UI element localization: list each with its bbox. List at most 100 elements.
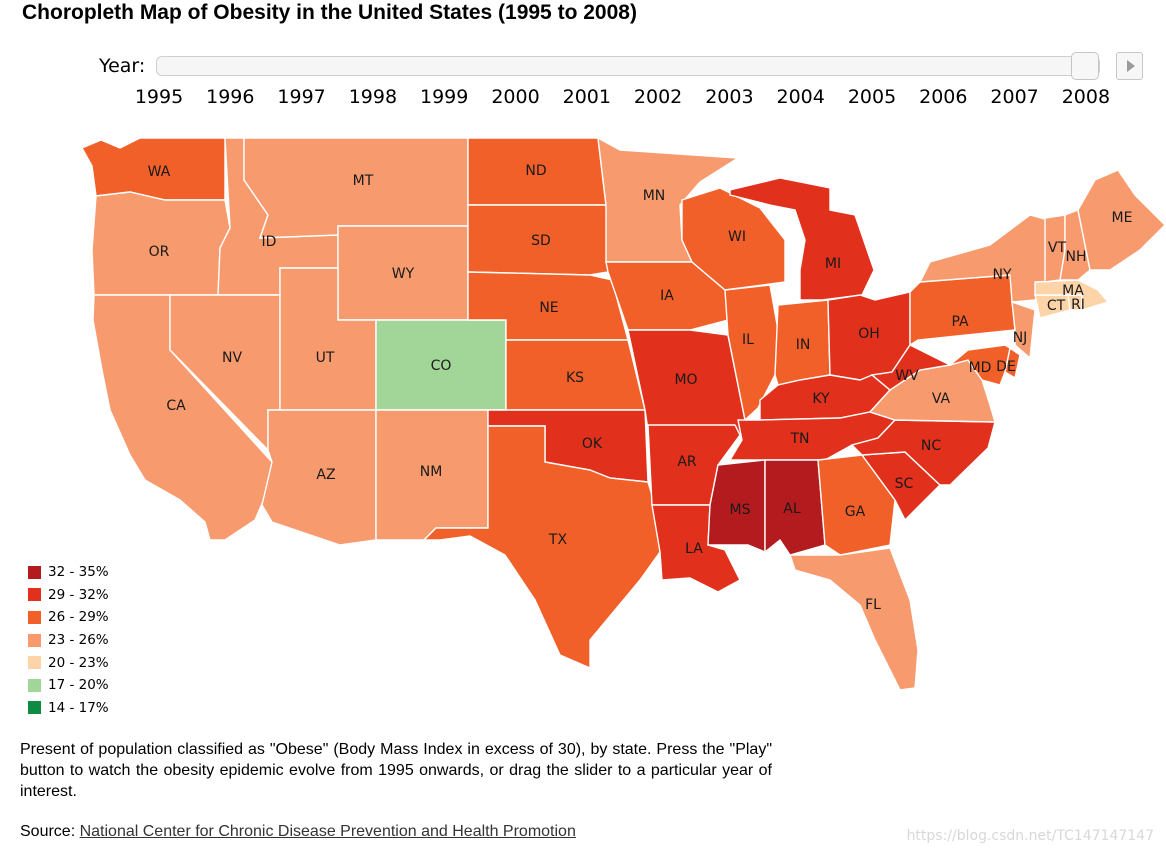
state-label-ms: MS <box>730 502 751 518</box>
state-label-nd: ND <box>525 163 546 179</box>
state-label-ne: NE <box>539 300 558 316</box>
legend-swatch <box>28 678 41 692</box>
page-title: Choropleth Map of Obesity in the United … <box>22 1 637 24</box>
year-tick-2005[interactable]: 2005 <box>847 86 897 108</box>
year-label: Year: <box>99 55 146 77</box>
year-slider-handle[interactable] <box>1070 52 1099 80</box>
year-tick-2002[interactable]: 2002 <box>633 86 683 108</box>
state-sd[interactable] <box>467 204 609 276</box>
state-label-fl: FL <box>865 597 881 613</box>
state-mn[interactable] <box>597 136 741 263</box>
year-slider-track[interactable] <box>156 56 1100 76</box>
state-il[interactable] <box>724 284 779 422</box>
state-wv[interactable] <box>870 344 953 391</box>
state-label-ri: RI <box>1071 297 1085 313</box>
legend-item: 29 - 32% <box>28 584 109 607</box>
legend-label: 29 - 32% <box>48 586 109 603</box>
state-label-ct: CT <box>1047 298 1066 314</box>
year-tick-2004[interactable]: 2004 <box>776 86 825 108</box>
legend-swatch <box>28 701 41 715</box>
state-label-la: LA <box>685 541 703 557</box>
state-label-sd: SD <box>531 233 551 249</box>
state-label-sc: SC <box>895 476 914 492</box>
watermark: https://blog.csdn.net/TC147147147 <box>906 828 1154 844</box>
state-pa[interactable] <box>909 274 1016 347</box>
source-line: Source: National Center for Chronic Dise… <box>20 823 576 841</box>
legend-label: 23 - 26% <box>48 632 109 649</box>
state-md[interactable] <box>949 344 1011 386</box>
state-label-ia: IA <box>660 288 674 304</box>
state-label-nv: NV <box>222 350 242 366</box>
state-label-ma: MA <box>1062 283 1084 299</box>
state-nj[interactable] <box>1011 300 1036 360</box>
legend-swatch <box>28 588 41 602</box>
year-tick-2008[interactable]: 2008 <box>1061 86 1111 108</box>
legend-label: 20 - 23% <box>48 654 109 671</box>
source-prefix: Source: <box>20 823 80 840</box>
legend-label: 32 - 35% <box>48 564 109 581</box>
year-tick-2001[interactable]: 2001 <box>562 86 611 108</box>
year-tick-1996[interactable]: 1996 <box>206 86 255 108</box>
state-label-wv: WV <box>895 368 919 384</box>
state-label-ny: NY <box>992 267 1011 283</box>
state-label-ut: UT <box>316 350 335 366</box>
legend-item: 14 - 17% <box>28 697 109 720</box>
state-fl[interactable] <box>789 547 919 691</box>
state-ma[interactable] <box>1034 279 1110 311</box>
year-tick-1997[interactable]: 1997 <box>277 86 326 108</box>
state-label-mn: MN <box>643 188 666 204</box>
legend-swatch <box>28 610 41 624</box>
state-nc[interactable] <box>850 419 996 486</box>
state-tx[interactable] <box>422 425 661 670</box>
state-label-az: AZ <box>316 467 335 483</box>
state-me[interactable] <box>1077 169 1166 271</box>
legend-label: 17 - 20% <box>48 677 109 694</box>
legend-label: 14 - 17% <box>48 699 109 716</box>
state-label-co: CO <box>431 358 452 374</box>
state-ca[interactable] <box>92 294 273 541</box>
state-label-pa: PA <box>951 314 969 330</box>
state-label-tx: TX <box>548 532 568 548</box>
legend-item: 32 - 35% <box>28 561 109 584</box>
state-label-wi: WI <box>728 229 746 245</box>
year-ticks: 1995 1996 1997 1998 1999 2000 2001 2002 2003 2004… <box>0 86 1166 112</box>
state-label-oh: OH <box>858 326 880 342</box>
year-tick-2007[interactable]: 2007 <box>990 86 1039 108</box>
year-tick-2006[interactable]: 2006 <box>919 86 968 108</box>
state-label-va: VA <box>932 391 951 407</box>
state-label-nc: NC <box>921 438 941 454</box>
year-tick-2000[interactable]: 2000 <box>491 86 540 108</box>
state-label-de: DE <box>996 359 1016 375</box>
description-text: Present of population classified as "Obe… <box>20 741 772 800</box>
state-label-ga: GA <box>845 504 866 520</box>
state-label-nm: NM <box>420 464 443 480</box>
state-label-in: IN <box>796 337 811 353</box>
legend: 32 - 35% 29 - 32% 26 - 29% 23 - 26% 20 - 23%… <box>28 561 109 719</box>
play-button[interactable] <box>1116 52 1143 80</box>
state-label-ca: CA <box>166 398 186 414</box>
state-label-wa: WA <box>148 164 171 180</box>
state-label-mo: MO <box>674 372 697 388</box>
state-label-or: OR <box>149 244 170 260</box>
legend-item: 20 - 23% <box>28 651 109 674</box>
legend-item: 23 - 26% <box>28 629 109 652</box>
state-label-mi: MI <box>825 256 841 272</box>
year-tick-2003[interactable]: 2003 <box>705 86 754 108</box>
state-label-me: ME <box>1112 210 1133 226</box>
state-label-nh: NH <box>1066 249 1087 265</box>
legend-swatch <box>28 633 41 647</box>
legend-swatch <box>28 656 41 670</box>
state-label-ks: KS <box>566 370 584 386</box>
state-label-ok: OK <box>582 436 603 452</box>
year-tick-1999[interactable]: 1999 <box>420 86 469 108</box>
state-label-nj: NJ <box>1013 330 1028 346</box>
year-tick-1995[interactable]: 1995 <box>134 86 184 108</box>
play-icon <box>1127 60 1135 72</box>
year-tick-1998[interactable]: 1998 <box>348 86 398 108</box>
source-link[interactable]: National Center for Chronic Disease Prev… <box>79 823 576 840</box>
state-label-tn: TN <box>789 431 809 447</box>
state-label-ky: KY <box>812 391 830 407</box>
state-label-md: MD <box>969 360 992 376</box>
legend-item: 26 - 29% <box>28 606 109 629</box>
